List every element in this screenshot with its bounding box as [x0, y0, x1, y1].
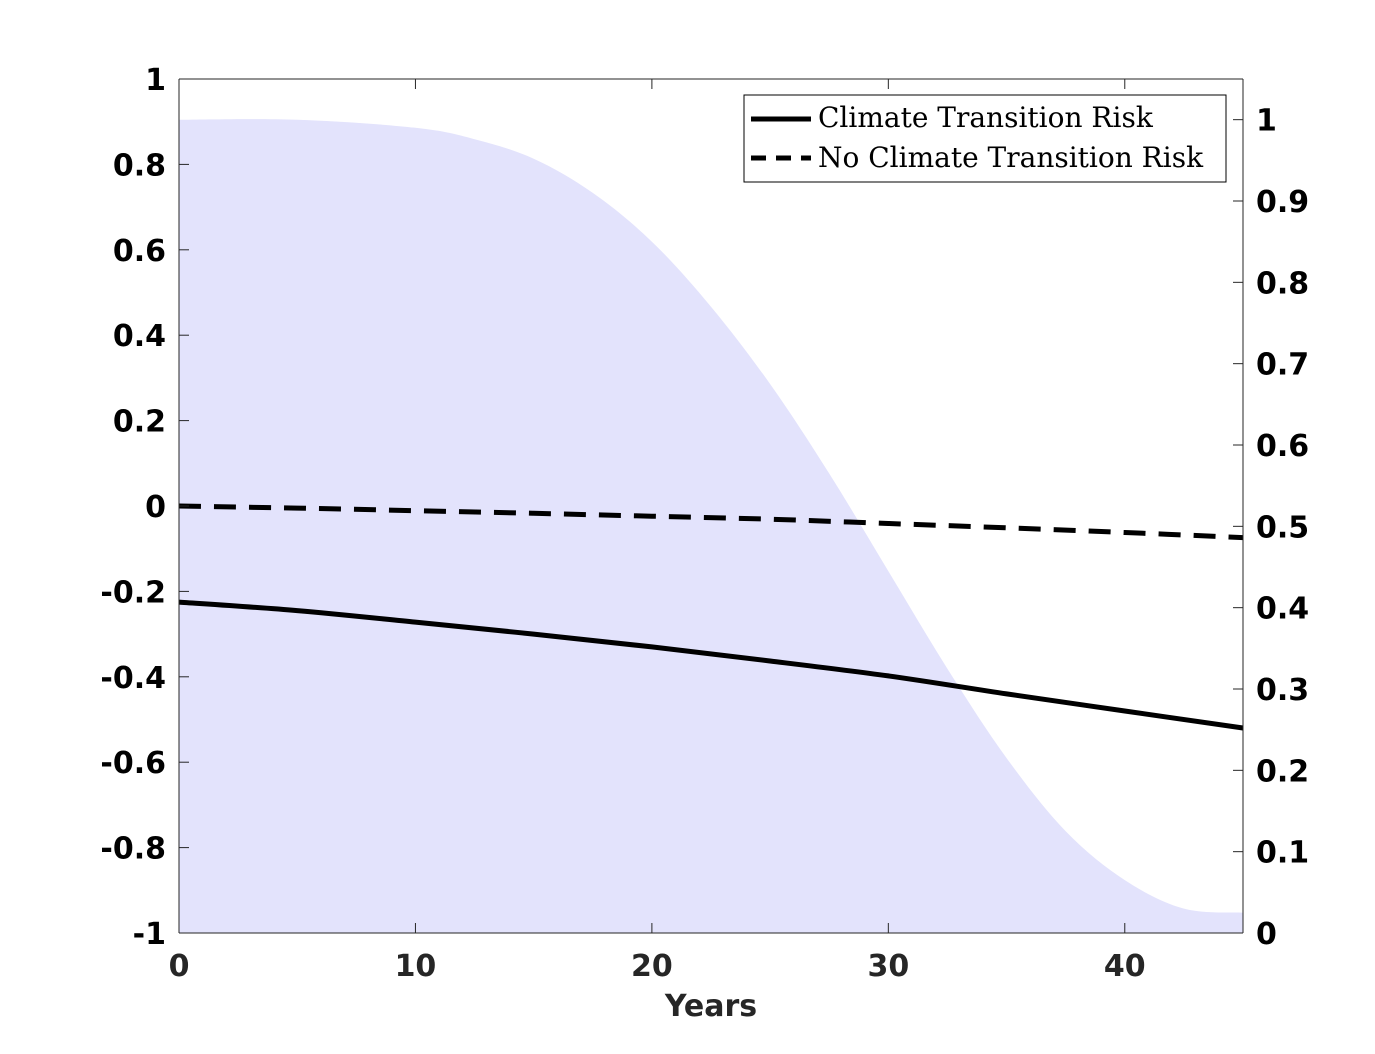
- y-right-tick-label: 0.3: [1256, 673, 1309, 708]
- y-right-tick-label: 0.2: [1256, 754, 1309, 789]
- y-left-tick-label: -0.4: [100, 661, 166, 696]
- y-right-tick-label: 0.8: [1256, 266, 1309, 301]
- y-left-tick-label: -1: [133, 917, 166, 952]
- legend: Climate Transition Risk No Climate Trans…: [743, 94, 1227, 183]
- x-tick-label: 40: [1104, 949, 1146, 984]
- x-tick-label: 20: [631, 949, 673, 984]
- y-left-tick-label: 0.8: [113, 148, 166, 183]
- x-axis-label: Years: [664, 989, 757, 1024]
- y-right-tick-label: 0.7: [1256, 348, 1309, 383]
- y-right-tick-label: 0.6: [1256, 429, 1309, 464]
- tick-labels-layer: 0 10 20 30 4010.80.60.40.20-0.2-0.4-0.6-0.8-…: [100, 63, 1309, 984]
- y-left-tick-label: 0.6: [113, 234, 166, 269]
- y-left-tick-label: 1: [145, 63, 166, 98]
- shaded-probability-area: [179, 119, 1243, 934]
- series-line-no-climate-transition-risk: [178, 503, 1244, 541]
- series-line-climate-transition-risk: [178, 599, 1244, 731]
- y-left-tick-label: -0.2: [100, 575, 166, 610]
- series-lines-layer: [178, 503, 1244, 731]
- axes-layer: [178, 78, 1244, 934]
- y-right-tick-label: 1: [1256, 104, 1277, 139]
- shaded-area-layer: [179, 119, 1243, 934]
- y-left-tick-label: -0.6: [100, 746, 166, 781]
- x-tick-label: 30: [867, 949, 909, 984]
- x-tick-label: 10: [395, 949, 437, 984]
- y-left-tick-label: 0: [145, 490, 166, 525]
- y-right-tick-label: 0.9: [1256, 185, 1309, 220]
- y-left-tick-label: 0.2: [113, 405, 166, 440]
- x-tick-label: 0: [169, 949, 190, 984]
- y-right-tick-label: 0: [1256, 917, 1277, 952]
- legend-label-climate-transition-risk: Climate Transition Risk: [818, 101, 1154, 134]
- y-left-tick-label: 0.4: [113, 319, 166, 354]
- legend-label-no-climate-transition-risk: No Climate Transition Risk: [818, 141, 1204, 174]
- y-right-tick-label: 0.5: [1256, 510, 1309, 545]
- y-left-tick-label: -0.8: [100, 832, 166, 867]
- legend-box: [743, 94, 1227, 183]
- y-right-tick-label: 0.4: [1256, 592, 1309, 627]
- y-right-tick-label: 0.1: [1256, 836, 1309, 871]
